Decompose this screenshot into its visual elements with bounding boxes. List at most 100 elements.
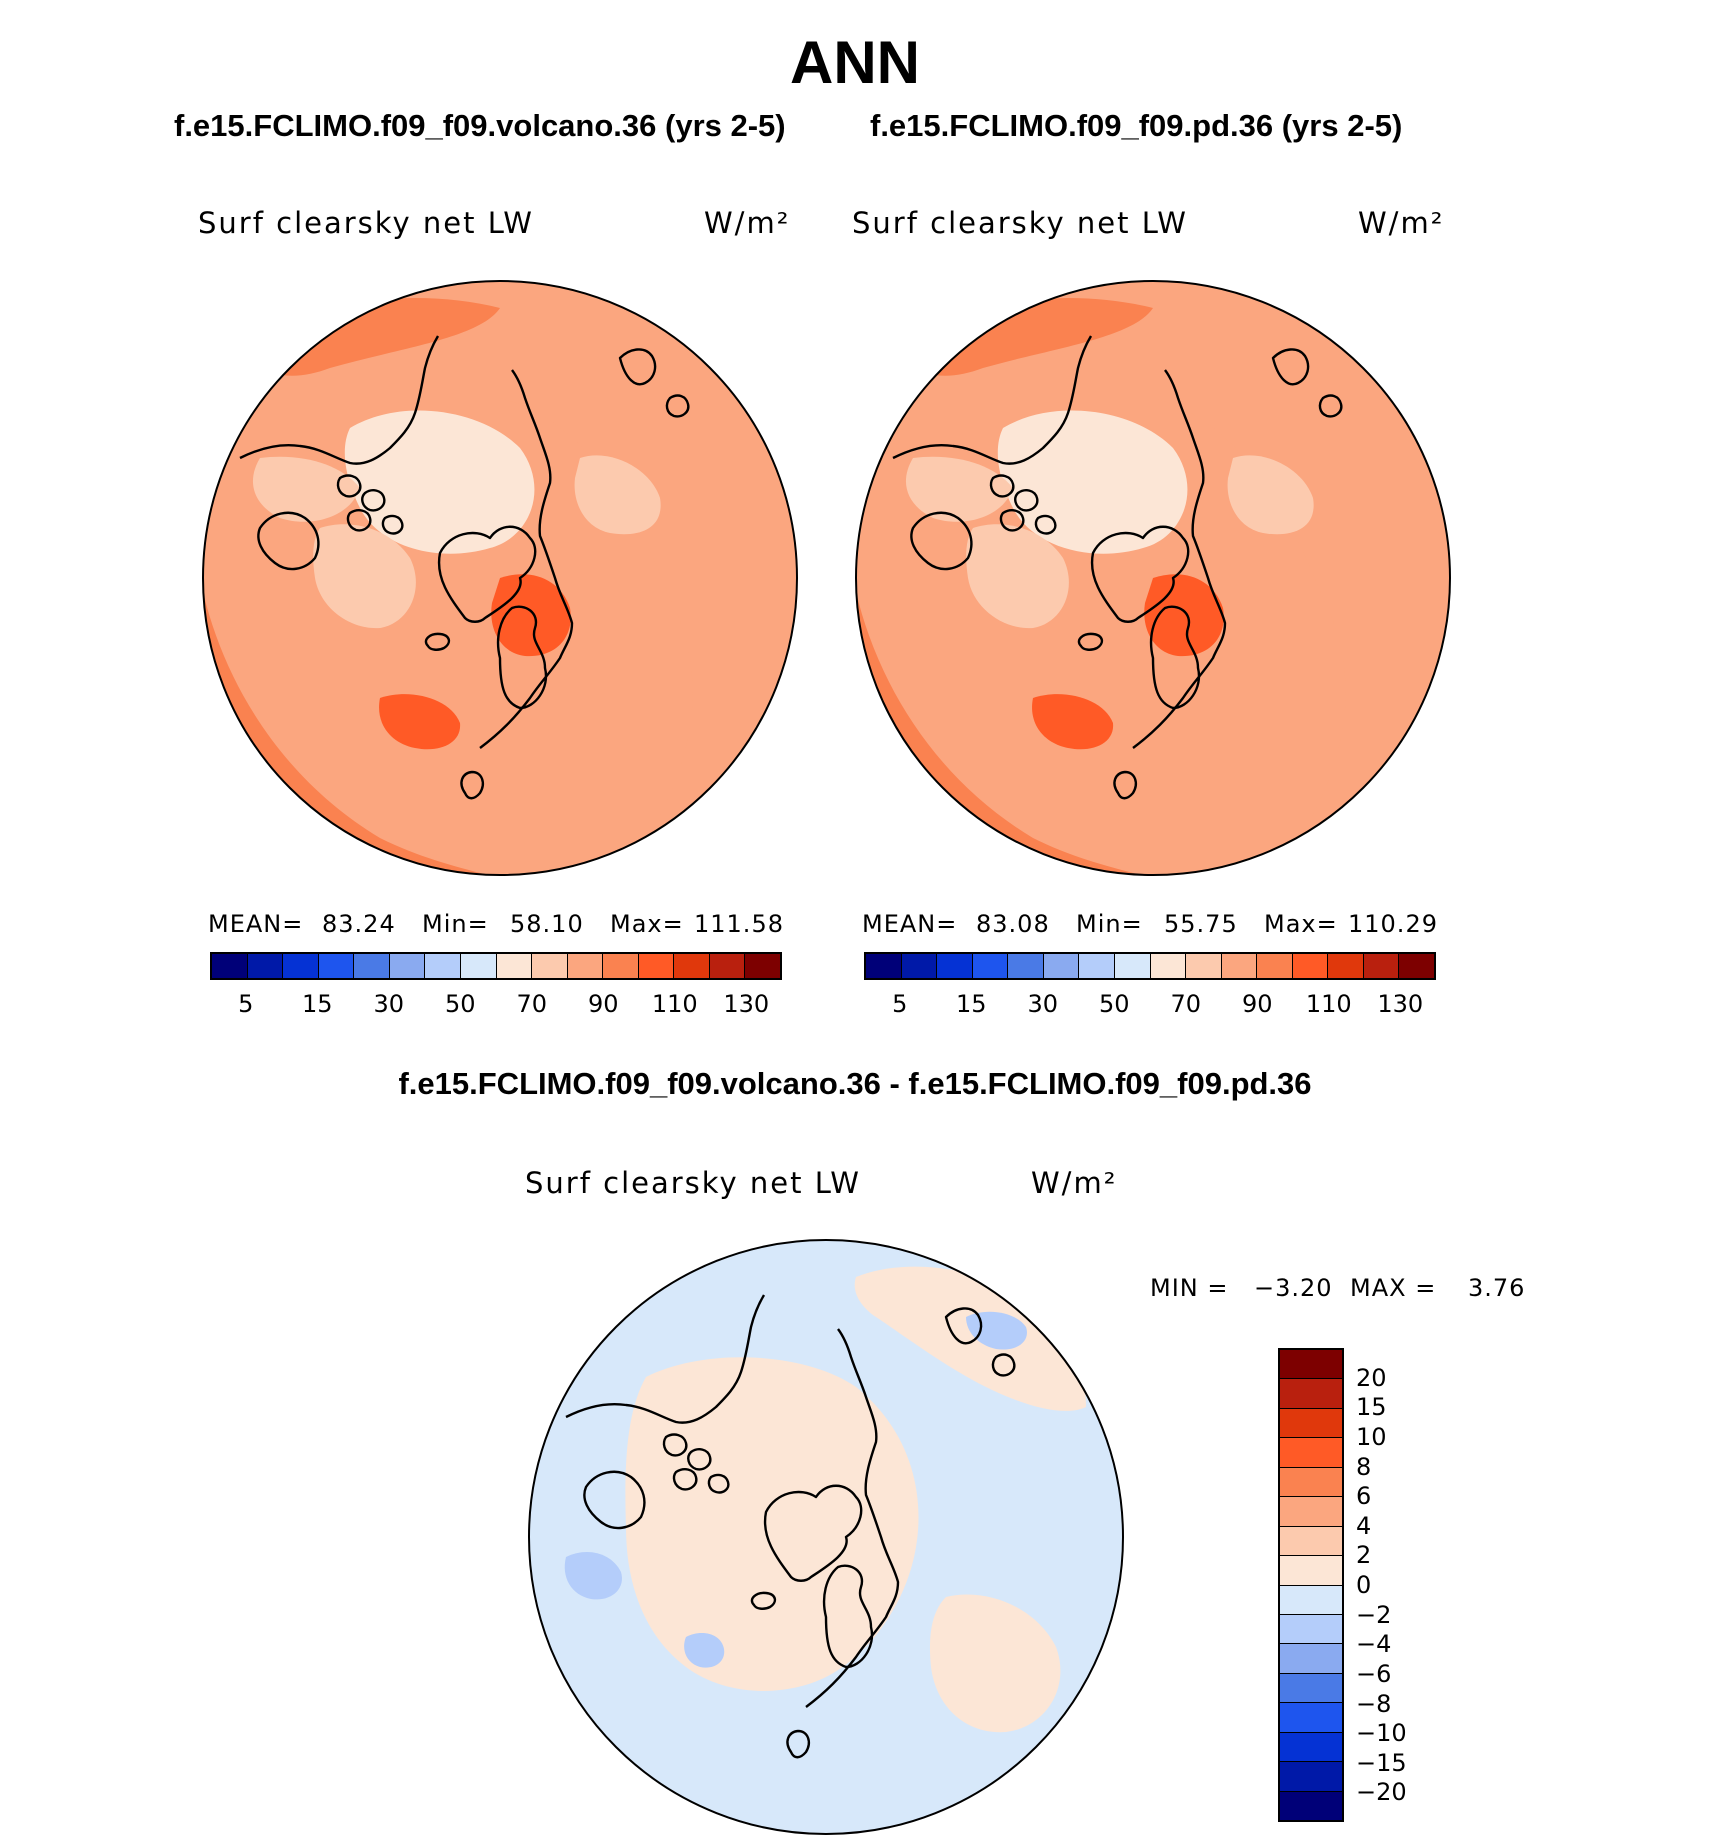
coastline: [822, 1564, 874, 1669]
colorbar-swatch: [1280, 1585, 1342, 1615]
map-contour-region: [500, 281, 797, 875]
colorbar-swatch: [283, 954, 319, 978]
colorbar-tick-label: −8: [1356, 1689, 1392, 1718]
panel1-min-label: Min=: [422, 910, 489, 938]
panel2-max-value: 110.29: [1348, 910, 1438, 938]
panel2-units-label: W/m²: [1358, 206, 1445, 240]
map-contour-region: [491, 574, 571, 657]
colorbar-swatch: [1280, 1732, 1342, 1763]
panel1-max-value: 111.58: [694, 910, 784, 938]
colorbar-swatch: [496, 954, 533, 978]
colorbar-swatch: [1280, 1614, 1342, 1645]
colorbar-tick-label: 30: [1027, 990, 1059, 1018]
colorbar-tick-label: 8: [1356, 1452, 1372, 1481]
coastline: [1113, 770, 1137, 800]
colorbar-swatch: [709, 954, 746, 978]
diff-map: [528, 1239, 1124, 1835]
colorbar-swatch: [1328, 954, 1364, 978]
panel2-map: [855, 280, 1451, 876]
colorbar-tick-label: 50: [444, 990, 476, 1018]
panel2-min-label: Min=: [1076, 910, 1143, 938]
colorbar-tick-label: −2: [1356, 1600, 1392, 1629]
coastline: [750, 1591, 777, 1610]
colorbar-swatch: [567, 954, 604, 978]
coastline: [991, 1353, 1016, 1377]
left-case-title: f.e15.FCLIMO.f09_f09.volcano.36 (yrs 2-5…: [174, 108, 786, 143]
colorbar-tick-label: 130: [1377, 990, 1424, 1018]
colorbar-swatch: [1221, 954, 1258, 978]
coastline: [381, 514, 404, 535]
colorbar-swatch: [674, 954, 710, 978]
coastline: [239, 335, 440, 465]
colorbar-tick-label: −15: [1356, 1748, 1407, 1777]
diff-title: f.e15.FCLIMO.f09_f09.volcano.36 - f.e15.…: [398, 1066, 1312, 1101]
diff-min-label: MIN =: [1150, 1274, 1229, 1302]
map-fill-group: [529, 1240, 1123, 1834]
colorbar-swatch: [1280, 1350, 1342, 1380]
colorbar-swatch: [1079, 954, 1115, 978]
map-contour-region: [625, 1357, 919, 1691]
coastline: [437, 525, 537, 623]
colorbar-tick-label: 5: [892, 990, 908, 1018]
panel1-colorbar: [210, 952, 782, 980]
diff-units-label: W/m²: [1031, 1166, 1118, 1200]
colorbar-tick-label: 2: [1356, 1541, 1372, 1570]
panel2-mean-label: MEAN=: [862, 910, 958, 938]
coastline: [618, 348, 657, 386]
coastline: [989, 474, 1015, 498]
colorbar-swatch: [1292, 954, 1329, 978]
colorbar-swatch: [638, 954, 675, 978]
map-contour-region: [1144, 574, 1224, 657]
colorbar-tick-label: 70: [516, 990, 548, 1018]
panel2-colorbar: [864, 952, 1436, 980]
map-contour-region: [929, 1594, 1061, 1733]
map-contour-region: [905, 456, 1013, 522]
colorbar-tick-label: 90: [587, 990, 619, 1018]
colorbar-swatch: [1280, 1438, 1342, 1468]
coastline: [665, 394, 690, 418]
colorbar-tick-label: −10: [1356, 1719, 1407, 1748]
panel1-units-label: W/m²: [704, 206, 791, 240]
map-boundary: [202, 280, 798, 876]
colorbar-tick-label: 0: [1356, 1571, 1372, 1599]
panel1-max-label: Max=: [610, 910, 684, 938]
colorbar-tick-label: −4: [1356, 1630, 1392, 1659]
coastline: [805, 1328, 900, 1708]
colorbar-tick-label: 10: [1356, 1422, 1387, 1451]
colorbar-tick-label: 90: [1241, 990, 1273, 1018]
coastline: [479, 369, 574, 749]
colorbar-swatch: [866, 954, 902, 978]
colorbar-swatch: [603, 954, 639, 978]
map-boundary: [855, 280, 1451, 876]
coastline: [707, 1473, 730, 1494]
map-fill-group: [856, 281, 1450, 875]
map-fill-group: [203, 281, 797, 875]
coastline: [999, 509, 1025, 532]
map-contour-region: [379, 694, 461, 750]
panel2-max-label: Max=: [1264, 910, 1338, 938]
figure-title: ANN: [790, 29, 920, 96]
colorbar-swatch: [1150, 954, 1187, 978]
map-contour-region: [252, 456, 360, 522]
colorbar-swatch: [1280, 1408, 1342, 1439]
colorbar-swatch: [212, 954, 248, 978]
panel2-min-value: 55.75: [1164, 910, 1238, 938]
colorbar-tick-label: 15: [955, 990, 987, 1018]
coastline: [1149, 605, 1201, 710]
coastline: [1271, 348, 1310, 386]
colorbar-swatch: [1280, 1791, 1342, 1820]
map-contour-region: [574, 455, 661, 535]
colorbar-tick-label: 5: [238, 990, 254, 1018]
colorbar-swatch: [1280, 1379, 1342, 1409]
map-contour-region: [1227, 455, 1314, 535]
map-contour-region: [564, 1552, 622, 1600]
colorbar-swatch: [425, 954, 461, 978]
panel1-mean-value: 83.24: [322, 910, 396, 938]
diff-max-value: 3.76: [1468, 1274, 1526, 1302]
coastline: [496, 605, 548, 710]
map-contour-region: [1032, 694, 1114, 750]
coastline: [336, 474, 362, 498]
coastline: [583, 1470, 646, 1530]
colorbar-swatch: [532, 954, 568, 978]
colorbar-tick-label: 6: [1356, 1482, 1372, 1511]
